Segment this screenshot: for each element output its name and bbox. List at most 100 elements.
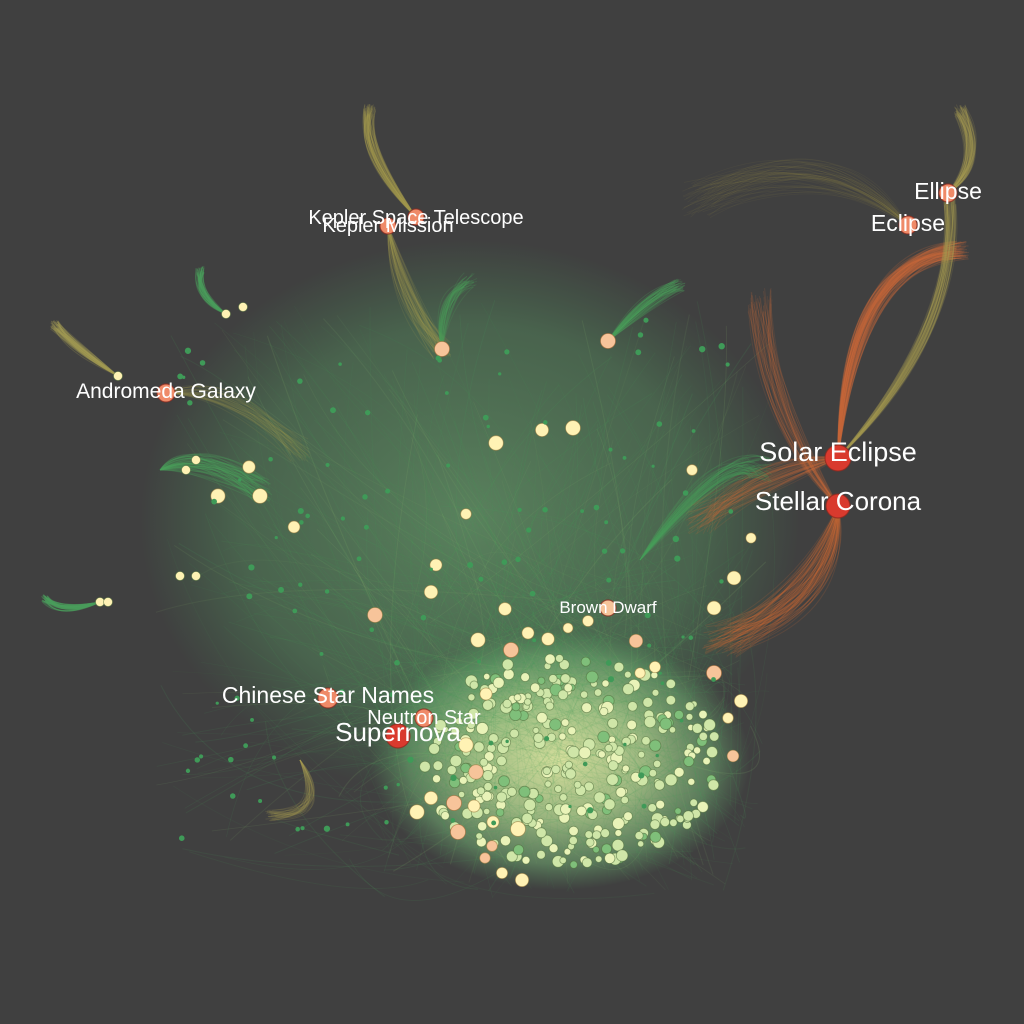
label-stellar-corona: Stellar Corona xyxy=(755,486,922,516)
graph-node xyxy=(423,790,439,806)
graph-node xyxy=(681,635,685,639)
graph-node xyxy=(175,571,185,581)
graph-node xyxy=(389,692,395,698)
graph-node xyxy=(238,302,248,312)
hub-node-ellipse xyxy=(938,183,958,203)
graph-node xyxy=(684,701,695,712)
graph-node xyxy=(297,378,303,384)
graph-node xyxy=(688,635,694,640)
graph-node xyxy=(319,651,324,656)
graph-node xyxy=(274,535,278,540)
graph-node xyxy=(725,362,730,367)
graph-node xyxy=(584,830,593,839)
graph-node xyxy=(644,612,651,619)
graph-node xyxy=(505,739,509,744)
edge-bundle-bottom-left xyxy=(265,759,315,822)
graph-node xyxy=(446,795,462,811)
graph-node xyxy=(479,758,489,767)
graph-node xyxy=(252,488,268,504)
graph-node xyxy=(535,827,547,839)
graph-node xyxy=(685,713,694,721)
graph-node xyxy=(429,567,433,571)
graph-node xyxy=(396,782,400,787)
label-solar-eclipse: Solar Eclipse xyxy=(759,437,917,467)
graph-node xyxy=(706,746,718,759)
graph-node xyxy=(446,765,457,776)
graph-node xyxy=(268,456,273,462)
graph-node xyxy=(540,834,553,847)
graph-node xyxy=(511,702,521,712)
graph-node xyxy=(369,627,375,633)
graph-node xyxy=(532,638,537,643)
graph-node xyxy=(407,756,414,763)
hub-node-neutron-star xyxy=(414,708,434,728)
graph-node xyxy=(523,798,537,812)
graph-node xyxy=(592,845,600,854)
graph-node xyxy=(221,309,231,319)
edge-bundle-andromeda xyxy=(50,319,119,377)
label-chinese-star-names: Chinese Star Names xyxy=(222,682,434,708)
graph-node xyxy=(420,614,427,621)
graph-node xyxy=(363,524,369,530)
graph-node xyxy=(184,347,192,354)
graph-node xyxy=(564,760,573,769)
graph-node xyxy=(672,535,680,543)
hub-node-andromeda-galaxy xyxy=(156,383,176,403)
graph-node xyxy=(548,843,559,854)
graph-node xyxy=(362,494,368,500)
graph-node xyxy=(501,559,508,565)
graph-node xyxy=(648,660,662,674)
graph-node xyxy=(543,420,548,425)
graph-node xyxy=(576,805,587,817)
graph-node xyxy=(585,837,595,847)
graph-node xyxy=(434,719,447,732)
graph-node xyxy=(622,683,635,696)
graph-node xyxy=(383,785,388,790)
graph-node xyxy=(698,731,708,741)
graph-node xyxy=(604,520,609,525)
graph-node xyxy=(558,732,567,741)
graph-node xyxy=(686,464,698,476)
graph-node xyxy=(476,786,486,795)
graph-node xyxy=(665,695,676,706)
graph-node xyxy=(532,726,540,734)
graph-node xyxy=(330,407,336,414)
graph-node xyxy=(624,670,632,679)
graph-node xyxy=(475,832,483,840)
graph-node xyxy=(689,798,698,807)
hub-node-solar-eclipse xyxy=(824,444,852,472)
graph-node xyxy=(554,784,563,793)
graph-node xyxy=(567,726,577,736)
graph-node xyxy=(535,423,549,437)
graph-node xyxy=(479,852,491,864)
graph-node xyxy=(450,824,466,840)
graph-node xyxy=(621,764,630,773)
graph-node xyxy=(559,856,567,865)
graph-node xyxy=(606,577,612,583)
hub-node-eclipse xyxy=(898,215,918,235)
graph-node xyxy=(578,746,592,759)
graph-node xyxy=(482,699,494,711)
graph-node xyxy=(455,717,463,726)
graph-node xyxy=(683,756,695,767)
graph-node xyxy=(699,345,706,353)
graph-node xyxy=(597,750,606,759)
graph-node xyxy=(641,803,647,809)
graph-node xyxy=(623,811,633,821)
graph-node xyxy=(660,817,671,828)
graph-node xyxy=(544,736,550,742)
graph-node xyxy=(468,764,484,780)
graph-node xyxy=(515,556,521,563)
graph-node xyxy=(558,659,570,671)
graph-node xyxy=(324,589,330,594)
graph-node xyxy=(561,718,570,727)
graph-node xyxy=(620,548,626,554)
graph-node xyxy=(423,584,439,600)
graph-node xyxy=(477,659,481,664)
graph-node xyxy=(612,817,625,830)
graph-node xyxy=(509,728,520,739)
graph-node xyxy=(593,504,600,511)
graph-node xyxy=(491,820,497,826)
graph-node xyxy=(299,520,304,525)
